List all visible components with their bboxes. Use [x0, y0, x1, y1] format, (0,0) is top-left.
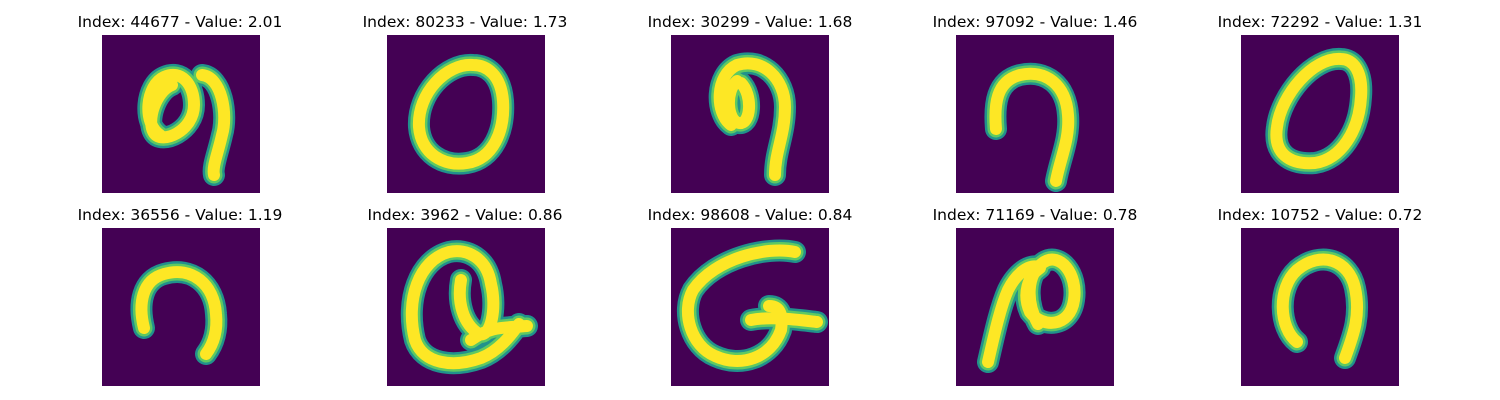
digit-stroke: [1270, 53, 1368, 170]
panel-title: Index: 71169 - Value: 0.78: [932, 206, 1138, 224]
digit-image-panel: [387, 228, 545, 386]
digit-image: [102, 35, 260, 193]
digit-image-panel: [1241, 228, 1399, 386]
panel-title: Index: 44677 - Value: 2.01: [77, 13, 283, 31]
digit-image: [671, 228, 829, 386]
digit-stroke: [412, 58, 510, 170]
digit-stroke: [135, 266, 223, 360]
digit-stroke: [142, 69, 231, 181]
digit-image-panel: [102, 228, 260, 386]
digit-image: [956, 228, 1114, 386]
digit-stroke: [1276, 253, 1364, 364]
panel-title: Index: 72292 - Value: 1.31: [1217, 13, 1423, 31]
digit-image-panel: [387, 35, 545, 193]
digit-image-panel: [1241, 35, 1399, 193]
panel-title: Index: 80233 - Value: 1.73: [362, 13, 568, 31]
digit-image-panel: [671, 228, 829, 386]
image-background: [956, 35, 1114, 193]
digit-image-panel: [102, 35, 260, 193]
image-background: [102, 228, 260, 386]
digit-image: [1241, 228, 1399, 386]
panel-title: Index: 97092 - Value: 1.46: [932, 13, 1138, 31]
panel-title: Index: 36556 - Value: 1.19: [77, 206, 283, 224]
panel-title: Index: 3962 - Value: 0.86: [367, 206, 563, 224]
digit-stroke: [989, 67, 1075, 187]
panel-title: Index: 10752 - Value: 0.72: [1217, 206, 1423, 224]
digit-image: [387, 35, 545, 193]
digit-stroke: [681, 244, 823, 367]
digit-image-panel: [671, 35, 829, 193]
digit-stroke: [405, 245, 533, 370]
digit-image: [956, 35, 1114, 193]
panel-title: Index: 98608 - Value: 0.84: [647, 206, 853, 224]
panel-title: Index: 30299 - Value: 1.68: [647, 13, 853, 31]
digit-stroke: [713, 57, 791, 181]
digit-image: [387, 228, 545, 386]
image-background: [102, 35, 260, 193]
digit-image: [102, 228, 260, 386]
digit-image: [1241, 35, 1399, 193]
digit-image: [671, 35, 829, 193]
digit-image-panel: [956, 35, 1114, 193]
digit-image-panel: [956, 228, 1114, 386]
digit-stroke: [982, 253, 1081, 368]
